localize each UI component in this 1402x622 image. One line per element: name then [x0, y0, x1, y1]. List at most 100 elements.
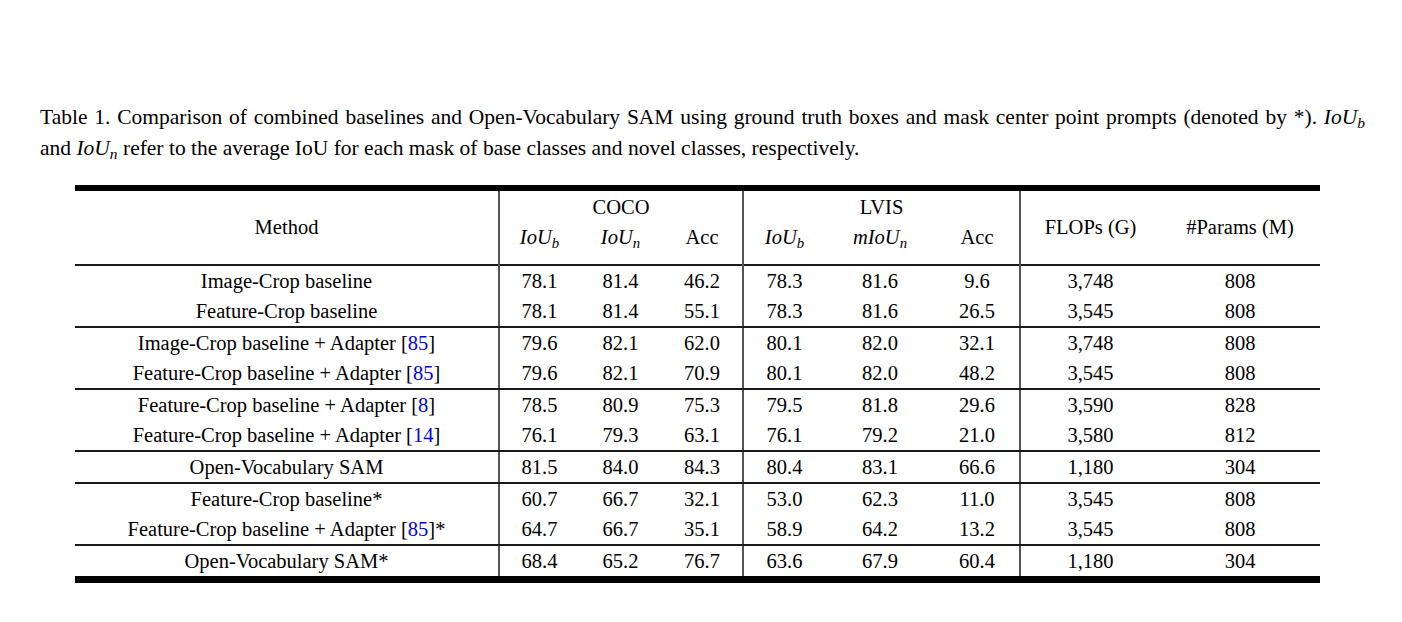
value-cell: 62.0	[662, 327, 743, 358]
caption-math-ioub-sub: b	[1357, 114, 1365, 131]
value-cell: 82.0	[825, 327, 935, 358]
col-group-coco: COCO	[499, 188, 743, 224]
value-cell: 9.6	[935, 265, 1020, 296]
value-cell: 82.1	[579, 327, 662, 358]
col-header-lvis-ioub: IoUb	[743, 224, 825, 265]
value-cell: 67.9	[825, 545, 935, 580]
value-cell: 828	[1160, 389, 1320, 420]
citation-link[interactable]: 85	[408, 518, 429, 540]
method-label: Image-Crop baseline	[201, 270, 372, 292]
value-cell: 60.4	[935, 545, 1020, 580]
value-cell: 808	[1160, 265, 1320, 296]
value-cell: 29.6	[935, 389, 1020, 420]
citation-link[interactable]: 14	[413, 424, 434, 446]
value-cell: 1,180	[1020, 451, 1160, 483]
value-cell: 76.1	[499, 420, 579, 451]
method-cell: Open-Vocabulary SAM*	[75, 545, 499, 580]
value-cell: 3,748	[1020, 265, 1160, 296]
value-cell: 82.0	[825, 358, 935, 389]
citation-link[interactable]: 8	[418, 394, 428, 416]
caption-text-3: refer to the average IoU for each mask o…	[118, 136, 860, 160]
table-row: Image-Crop baseline + Adapter [85]79.682…	[75, 327, 1320, 358]
citation-link[interactable]: 85	[408, 332, 429, 354]
value-cell: 32.1	[662, 483, 743, 514]
table-row: Open-Vocabulary SAM*68.465.276.763.667.9…	[75, 545, 1320, 580]
value-cell: 78.5	[499, 389, 579, 420]
table-row: Open-Vocabulary SAM81.584.084.380.483.16…	[75, 451, 1320, 483]
value-cell: 81.4	[579, 296, 662, 327]
table-row: Feature-Crop baseline + Adapter [14]76.1…	[75, 420, 1320, 451]
value-cell: 3,545	[1020, 296, 1160, 327]
table-row: Feature-Crop baseline* 60.766.732.153.062…	[75, 483, 1320, 514]
value-cell: 78.3	[743, 265, 825, 296]
value-cell: 64.2	[825, 514, 935, 545]
col-header-method: Method	[75, 188, 499, 265]
value-cell: 79.3	[579, 420, 662, 451]
col-header-flops: FLOPs (G)	[1020, 188, 1160, 265]
method-cell: Feature-Crop baseline + Adapter [14]	[75, 420, 499, 451]
value-cell: 65.2	[579, 545, 662, 580]
value-cell: 60.7	[499, 483, 579, 514]
value-cell: 66.6	[935, 451, 1020, 483]
method-label: Feature-Crop baseline + Adapter [	[133, 362, 413, 384]
value-cell: 55.1	[662, 296, 743, 327]
value-cell: 84.3	[662, 451, 743, 483]
method-label-suffix: ]*	[428, 518, 445, 540]
value-cell: 81.6	[825, 296, 935, 327]
method-label-suffix: ]	[433, 424, 440, 446]
value-cell: 68.4	[499, 545, 579, 580]
method-label: Feature-Crop baseline + Adapter [	[133, 424, 413, 446]
value-cell: 84.0	[579, 451, 662, 483]
table-row: Feature-Crop baseline + Adapter [8] 78.5 8…	[75, 389, 1320, 420]
value-cell: 82.1	[579, 358, 662, 389]
method-label-suffix: ]	[433, 362, 440, 384]
value-cell: 78.1	[499, 265, 579, 296]
table-row: Feature-Crop baseline78.181.455.178.381.…	[75, 296, 1320, 327]
value-cell: 304	[1160, 451, 1320, 483]
caption-math-ioun: IoU	[76, 136, 109, 160]
method-cell: Feature-Crop baseline*	[75, 483, 499, 514]
value-cell: 66.7	[579, 483, 662, 514]
results-table: Method COCO LVIS FLOPs (G) #Params (M) I…	[75, 185, 1320, 583]
value-cell: 81.4	[579, 265, 662, 296]
value-cell: 812	[1160, 420, 1320, 451]
value-cell: 83.1	[825, 451, 935, 483]
col-header-lvis-mioun: mIoUn	[825, 224, 935, 265]
method-label-suffix: ]	[428, 394, 435, 416]
value-cell: 70.9	[662, 358, 743, 389]
value-cell: 81.5	[499, 451, 579, 483]
value-cell: 26.5	[935, 296, 1020, 327]
method-cell: Open-Vocabulary SAM	[75, 451, 499, 483]
method-label: Feature-Crop baseline	[196, 300, 378, 322]
value-cell: 808	[1160, 483, 1320, 514]
caption-text-1: Table 1. Comparison of combined baseline…	[40, 105, 1324, 129]
value-cell: 3,590	[1020, 389, 1160, 420]
value-cell: 79.5	[743, 389, 825, 420]
method-cell: Image-Crop baseline + Adapter [85]	[75, 327, 499, 358]
value-cell: 63.6	[743, 545, 825, 580]
value-cell: 76.7	[662, 545, 743, 580]
citation-link[interactable]: 85	[413, 362, 434, 384]
value-cell: 3,545	[1020, 358, 1160, 389]
value-cell: 46.2	[662, 265, 743, 296]
method-label: Feature-Crop baseline*	[191, 488, 383, 510]
method-cell: Feature-Crop baseline + Adapter [85]	[75, 358, 499, 389]
table-row: Feature-Crop baseline + Adapter [85]79.6…	[75, 358, 1320, 389]
value-cell: 75.3	[662, 389, 743, 420]
col-group-lvis: LVIS	[743, 188, 1020, 224]
method-label: Open-Vocabulary SAM	[190, 456, 384, 478]
value-cell: 53.0	[743, 483, 825, 514]
method-cell: Image-Crop baseline	[75, 265, 499, 296]
value-cell: 80.1	[743, 358, 825, 389]
value-cell: 1,180	[1020, 545, 1160, 580]
value-cell: 3,748	[1020, 327, 1160, 358]
method-label: Feature-Crop baseline + Adapter [	[138, 394, 418, 416]
value-cell: 78.3	[743, 296, 825, 327]
value-cell: 64.7	[499, 514, 579, 545]
method-label: Image-Crop baseline + Adapter [	[138, 332, 408, 354]
value-cell: 3,545	[1020, 483, 1160, 514]
value-cell: 62.3	[825, 483, 935, 514]
value-cell: 79.2	[825, 420, 935, 451]
value-cell: 58.9	[743, 514, 825, 545]
value-cell: 11.0	[935, 483, 1020, 514]
